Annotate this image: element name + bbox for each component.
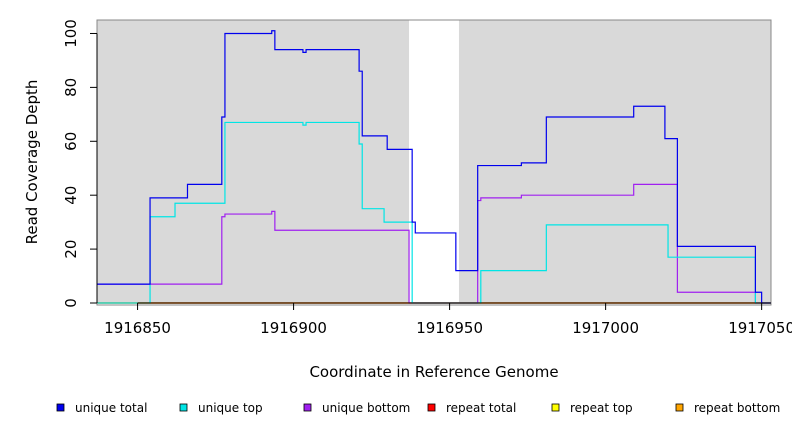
legend-swatch bbox=[56, 403, 65, 412]
legend-label: repeat total bbox=[446, 401, 516, 415]
legend-item: unique bottom bbox=[303, 401, 410, 415]
y-tick-label: 100 bbox=[62, 19, 80, 48]
legend-label: unique top bbox=[198, 401, 263, 415]
x-tick-label: 1916850 bbox=[104, 319, 171, 337]
legend-label: unique total bbox=[75, 401, 147, 415]
legend-swatch bbox=[427, 403, 436, 412]
y-tick-label: 40 bbox=[62, 186, 80, 205]
legend-item: unique top bbox=[179, 401, 263, 415]
x-tick-label: 1917000 bbox=[572, 319, 639, 337]
y-tick-label: 80 bbox=[62, 78, 80, 97]
shaded-region-2 bbox=[458, 20, 771, 303]
legend-item: repeat total bbox=[427, 401, 516, 415]
shaded-region-1 bbox=[97, 20, 410, 303]
legend-item: repeat bottom bbox=[675, 401, 780, 415]
legend: unique total unique top unique bottom repea… bbox=[56, 401, 780, 415]
legend-label: unique bottom bbox=[322, 401, 410, 415]
y-axis-title: Read Coverage Depth bbox=[23, 80, 41, 245]
y-tick-label: 60 bbox=[62, 132, 80, 151]
x-tick-label: 1916950 bbox=[416, 319, 483, 337]
legend-swatch bbox=[675, 403, 684, 412]
legend-swatch bbox=[179, 403, 188, 412]
x-tick-label: 1916900 bbox=[260, 319, 327, 337]
legend-label: repeat top bbox=[570, 401, 633, 415]
series-line-unique-total bbox=[97, 30, 771, 304]
legend-swatch bbox=[303, 403, 312, 412]
x-tick-label: 1917050 bbox=[728, 319, 792, 337]
y-tick-label: 0 bbox=[62, 298, 80, 308]
x-axis-title: Coordinate in Reference Genome bbox=[309, 363, 558, 381]
series-line-unique-top bbox=[97, 121, 771, 304]
legend-swatch bbox=[551, 403, 560, 412]
axes: 1916850 1916900 1916950 1917000 1917050 0 20 40… bbox=[62, 19, 792, 337]
legend-label: repeat bottom bbox=[694, 401, 780, 415]
shaded-regions bbox=[97, 20, 771, 303]
legend-item: repeat top bbox=[551, 401, 633, 415]
legend-item: unique total bbox=[56, 401, 147, 415]
y-tick-label: 20 bbox=[62, 240, 80, 259]
